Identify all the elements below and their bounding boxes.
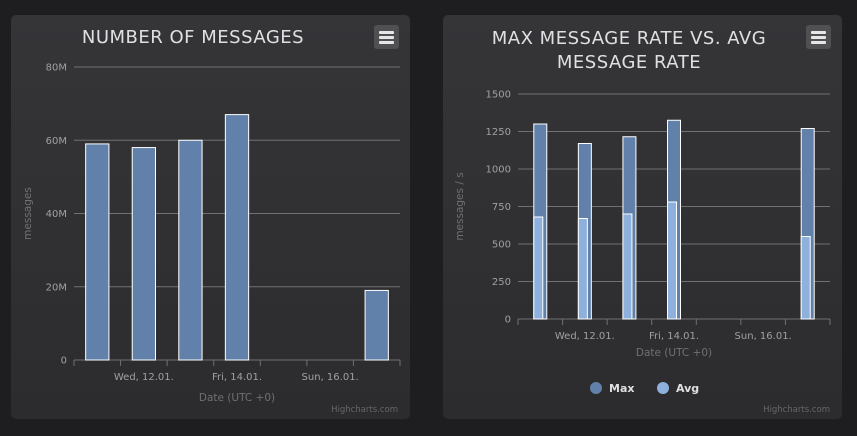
bar-avg [800,236,811,320]
chart-menu-button[interactable] [806,25,831,49]
x-tick-label: Sun, 16.01. [735,331,792,342]
y-axis-title: messages / s [454,172,466,240]
y-tick-label: 60M [46,136,67,147]
hamburger-menu-icon [811,36,826,39]
y-tick-label: 1500 [486,90,511,101]
bar-avg [667,201,677,320]
x-tick-label: Fri, 14.01. [212,372,262,383]
y-tick-label: 0 [505,315,511,326]
bar [364,289,389,361]
y-tick-label: 750 [492,202,511,213]
y-tick-label: 500 [492,240,511,251]
y-axis-title: messages [22,187,34,240]
bar [178,139,203,361]
chart-title: NUMBER OF MESSAGES [82,27,304,48]
bar [131,147,157,361]
bar [224,114,250,361]
x-axis-title: Date (UTC +0) [636,347,712,359]
y-tick-label: 40M [46,209,67,220]
hamburger-menu-icon [379,41,394,44]
x-axis-title: Date (UTC +0) [199,392,275,404]
chart-message-rate: 0 250 500 750 1000 1250 1500 Wed, 12.01. Fri, 14… [454,28,831,415]
chart-title: MESSAGE RATE [557,52,701,73]
chart-number-of-messages: 0 20M 40M 60M 80M Wed, 12.01. Fri, 14.01. Sun, … [22,27,401,415]
hamburger-menu-icon [379,31,394,34]
chart-panel-number-of-messages: 0 20M 40M 60M 80M Wed, 12.01. Fri, 14.01. Sun, … [11,15,410,419]
chart-menu-button[interactable] [374,25,399,49]
chart-title: MAX MESSAGE RATE VS. AVG [492,28,766,49]
legend-symbol [590,382,602,394]
chart-panel-message-rate: 0 250 500 750 1000 1250 1500 Wed, 12.01. Fri, 14… [443,15,842,419]
credits-link: Highcharts.com [763,405,830,415]
y-tick-label: 250 [492,277,511,288]
y-tick-label: 1000 [486,165,511,176]
x-tick-label: Wed, 12.01. [114,372,174,383]
y-tick-label: 80M [46,63,67,74]
bar [85,143,110,361]
y-tick-label: 0 [61,356,67,367]
legend-symbol [657,382,669,394]
bar-avg [622,213,633,320]
x-tick-label: Fri, 14.01. [649,331,699,342]
hamburger-menu-icon [811,31,826,34]
bar-avg [577,218,588,320]
credits-link: Highcharts.com [331,405,398,415]
hamburger-menu-icon [811,41,826,44]
x-tick-label: Wed, 12.01. [555,331,615,342]
hamburger-menu-icon [379,36,394,39]
legend-item-label: Max [609,382,634,395]
legend-item-label: Avg [676,382,699,395]
x-tick-label: Sun, 16.01. [302,372,359,383]
y-tick-label: 20M [46,282,67,293]
bar-avg [533,216,544,320]
y-tick-label: 1250 [486,127,511,138]
